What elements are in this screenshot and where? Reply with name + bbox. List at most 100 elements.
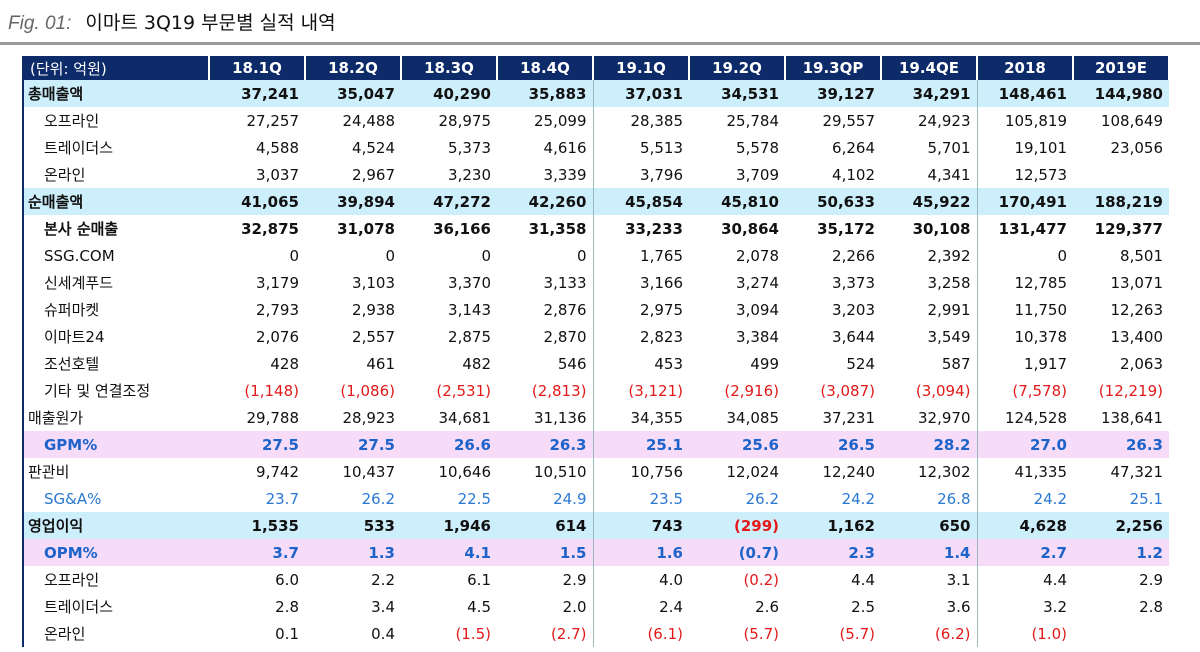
cell: (2,916) bbox=[724, 381, 779, 400]
cell: 24,488 bbox=[342, 111, 396, 130]
table-row: 신세계푸드 3,179 3,103 3,370 3,133 3,166 3,274 3,373… bbox=[22, 269, 1169, 296]
table-row: 총매출액 37,241 35,047 40,290 35,883 37,031 34,531… bbox=[22, 80, 1169, 107]
cell: 39,127 bbox=[785, 80, 881, 107]
cell: 24.9 bbox=[497, 485, 594, 512]
cell: 27.5 bbox=[209, 431, 305, 458]
cell: 26.3 bbox=[1073, 431, 1169, 458]
column-header: 18.3Q bbox=[401, 56, 498, 80]
row-label: 온라인 bbox=[22, 620, 209, 647]
cell: 4,588 bbox=[256, 138, 299, 157]
cell: 499 bbox=[750, 354, 779, 373]
cell: 1.2 bbox=[1073, 539, 1169, 566]
column-header: 18.1Q bbox=[209, 56, 306, 80]
cell: 28,975 bbox=[438, 111, 492, 130]
row-label: 순매출액 bbox=[22, 188, 209, 215]
cell: 1,535 bbox=[209, 512, 305, 539]
cell: (12,219) bbox=[1098, 381, 1163, 400]
cell: (1.5) bbox=[455, 624, 491, 643]
cell: 2.9 bbox=[1139, 570, 1163, 589]
cell: 26.5 bbox=[785, 431, 881, 458]
cell: 32,875 bbox=[241, 219, 299, 238]
cell: 3,143 bbox=[448, 300, 491, 319]
table-row: 영업이익 1,535 533 1,946 614 743 (299) 1,162 650 4,62… bbox=[22, 512, 1169, 539]
cell: 4.4 bbox=[851, 570, 875, 589]
cell: 22.5 bbox=[457, 489, 491, 508]
cell: (2.7) bbox=[497, 620, 594, 647]
cell: 8,501 bbox=[1120, 246, 1163, 265]
table-row: 매출원가 29,788 28,923 34,681 31,136 34,355 34,085… bbox=[22, 404, 1169, 431]
cell: (299) bbox=[689, 512, 785, 539]
cell: 131,477 bbox=[998, 219, 1067, 238]
column-header: 2018 bbox=[977, 56, 1074, 80]
cell: 25.1 bbox=[1129, 489, 1163, 508]
cell: 24.2 bbox=[841, 489, 875, 508]
cell: 2.5 bbox=[851, 597, 875, 616]
cell: 41,335 bbox=[1014, 462, 1068, 481]
cell: 461 bbox=[366, 354, 395, 373]
table-row: SG&A% 23.7 26.2 22.5 24.9 23.5 26.2 24.2 26.8 24.… bbox=[22, 485, 1169, 512]
cell: 3,709 bbox=[736, 165, 779, 184]
cell: 524 bbox=[846, 354, 875, 373]
cell: 26.3 bbox=[497, 431, 594, 458]
cell bbox=[1073, 620, 1169, 647]
cell: (2,531) bbox=[436, 381, 491, 400]
cell: 2.0 bbox=[497, 593, 594, 620]
cell: 3,384 bbox=[736, 327, 779, 346]
cell: 13,071 bbox=[1110, 273, 1164, 292]
cell: (6.2) bbox=[881, 620, 978, 647]
cell: 4,524 bbox=[352, 138, 395, 157]
cell: 26.2 bbox=[361, 489, 395, 508]
table-row: 슈퍼마켓 2,793 2,938 3,143 2,876 2,975 3,094 3,203 2… bbox=[22, 296, 1169, 323]
cell: 26.2 bbox=[745, 489, 779, 508]
cell: 12,573 bbox=[1014, 165, 1068, 184]
cell: 4.4 bbox=[1043, 570, 1067, 589]
cell: 31,136 bbox=[497, 404, 594, 431]
cell: 40,290 bbox=[401, 80, 497, 107]
cell: 3,274 bbox=[736, 273, 779, 292]
cell: 3,549 bbox=[881, 323, 978, 350]
cell: 1,162 bbox=[785, 512, 881, 539]
table-row: 순매출액 41,065 39,894 47,272 42,260 45,854 45,810… bbox=[22, 188, 1169, 215]
cell: 50,633 bbox=[785, 188, 881, 215]
cell: 33,233 bbox=[625, 219, 683, 238]
cell: 546 bbox=[497, 350, 594, 377]
row-label: 영업이익 bbox=[22, 512, 209, 539]
cell: 12,263 bbox=[1110, 300, 1164, 319]
cell: 0 bbox=[497, 242, 594, 269]
row-label: 오프라인 bbox=[22, 566, 209, 593]
cell: 0 bbox=[385, 246, 395, 265]
cell: 533 bbox=[305, 512, 401, 539]
table-row: SSG.COM 0 0 0 0 1,765 2,078 2,266 2,392 0 8,501 bbox=[22, 242, 1169, 269]
cell: (1,086) bbox=[340, 381, 395, 400]
cell: 2,876 bbox=[497, 296, 594, 323]
column-header: 19.2Q bbox=[689, 56, 786, 80]
cell: 3,796 bbox=[640, 165, 683, 184]
cell: 129,377 bbox=[1094, 219, 1163, 238]
cell: (3,087) bbox=[820, 381, 875, 400]
table-row: 온라인 0.1 0.4 (1.5) (2.7) (6.1) (5.7) (5.7) (6.2) (… bbox=[22, 620, 1169, 647]
cell: 29,557 bbox=[822, 111, 876, 130]
table-row: GPM% 27.5 27.5 26.6 26.3 25.1 25.6 26.5 28.2 27.0… bbox=[22, 431, 1169, 458]
cell: 4.1 bbox=[401, 539, 497, 566]
cell: 2.3 bbox=[785, 539, 881, 566]
cell: 31,078 bbox=[337, 219, 395, 238]
cell: 0 bbox=[1057, 246, 1067, 265]
results-table: (단위: 억원) 18.1Q 18.2Q 18.3Q 18.4Q 19.1Q 19.2Q 19… bbox=[22, 56, 1170, 647]
table-row: 트레이더스 4,588 4,524 5,373 4,616 5,513 5,578 6,264… bbox=[22, 134, 1169, 161]
cell: 5,373 bbox=[448, 138, 491, 157]
table-row: 이마트24 2,076 2,557 2,875 2,870 2,823 3,384 3,644… bbox=[22, 323, 1169, 350]
cell: 650 bbox=[881, 512, 978, 539]
cell: 3,373 bbox=[832, 273, 875, 292]
row-label: 트레이더스 bbox=[22, 593, 209, 620]
cell: 2,823 bbox=[640, 327, 683, 346]
cell: 24.2 bbox=[1033, 489, 1067, 508]
row-label: 트레이더스 bbox=[22, 134, 209, 161]
column-header: 19.1Q bbox=[593, 56, 690, 80]
cell: 37,231 bbox=[822, 408, 876, 427]
cell: 13,400 bbox=[1110, 327, 1164, 346]
cell: (0.2) bbox=[743, 570, 779, 589]
cell: 3,179 bbox=[256, 273, 299, 292]
cell: 35,883 bbox=[497, 80, 594, 107]
cell: 482 bbox=[462, 354, 491, 373]
